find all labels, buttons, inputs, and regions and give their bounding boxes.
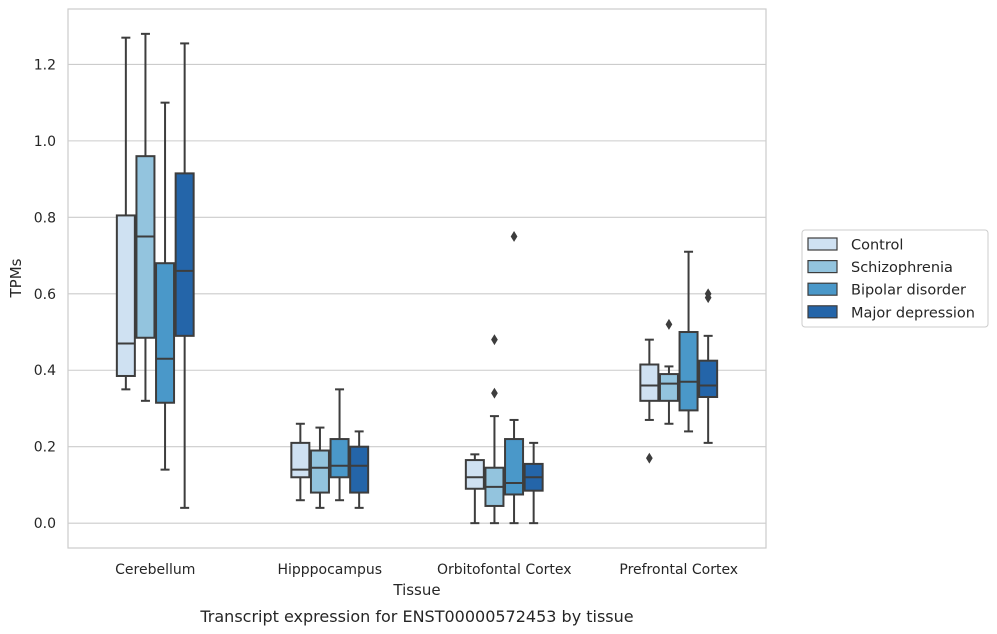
- x-axis: Cerebellum Hipppocampus Orbitofontal Corte…: [115, 562, 738, 578]
- box-schizophrenia-3: [658, 318, 679, 425]
- box-major-depression-1: [349, 430, 370, 509]
- x-tick-label: Hipppocampus: [277, 562, 382, 578]
- box-bipolar-disorder-3: [678, 250, 699, 433]
- x-tick-label: Cerebellum: [115, 562, 195, 578]
- box-control-2: [464, 453, 485, 525]
- y-axis: 0.0 0.2 0.4 0.6 0.8 1.0 1.2: [34, 57, 56, 532]
- box-schizophrenia-2: [484, 334, 505, 525]
- box-body: [329, 438, 350, 479]
- box-body: [698, 359, 719, 399]
- y-tick-label: 1.0: [34, 134, 56, 150]
- outlier-point: [510, 230, 518, 242]
- box-bipolar-disorder-1: [329, 388, 350, 502]
- box-body: [309, 449, 330, 494]
- box-plots: [115, 32, 719, 525]
- box-body: [658, 373, 679, 402]
- box-control-0: [115, 36, 136, 391]
- x-tick-label: Prefrontal Cortex: [619, 562, 738, 578]
- legend-swatch: [807, 305, 838, 319]
- y-tick-label: 1.2: [34, 57, 56, 73]
- legend-label: Schizophrenia: [851, 260, 953, 276]
- legend-label: Bipolar disorder: [851, 283, 966, 299]
- outlier-point: [704, 288, 712, 300]
- box-major-depression-0: [174, 42, 195, 509]
- legend-swatch: [807, 237, 838, 251]
- box-schizophrenia-0: [135, 32, 156, 402]
- figure-caption: Transcript expression for ENST0000057245…: [199, 607, 633, 626]
- box-major-depression-3: [698, 288, 719, 444]
- outlier-point: [491, 387, 498, 399]
- legend-items: Control Schizophrenia Bipolar disorder Majo…: [807, 237, 975, 321]
- box-body: [115, 214, 136, 377]
- outlier-point: [665, 318, 673, 330]
- x-tick-label: Orbitofontal Cortex: [437, 562, 572, 578]
- outlier-point: [645, 452, 653, 464]
- y-tick-label: 0.2: [34, 440, 56, 456]
- x-axis-label: Tissue: [392, 581, 440, 599]
- legend-swatch: [807, 282, 838, 296]
- box-control-1: [290, 422, 311, 502]
- box-body: [155, 262, 176, 404]
- legend-label: Control: [851, 238, 903, 254]
- y-tick-label: 0.4: [34, 363, 56, 379]
- box-body: [639, 363, 660, 402]
- box-bipolar-disorder-0: [155, 101, 176, 471]
- box-bipolar-disorder-2: [504, 230, 525, 525]
- legend: Control Schizophrenia Bipolar disorder Majo…: [801, 229, 989, 328]
- box-body: [174, 172, 195, 337]
- legend-label: Major depression: [851, 305, 975, 321]
- box-body: [349, 445, 370, 494]
- box-body: [464, 459, 485, 490]
- box-major-depression-2: [523, 441, 544, 525]
- legend-frame: [801, 229, 989, 328]
- y-tick-label: 0.8: [34, 210, 56, 226]
- outlier-point: [491, 334, 498, 346]
- box-schizophrenia-1: [309, 426, 330, 509]
- box-body: [504, 438, 525, 496]
- box-body: [290, 441, 311, 479]
- legend-swatch: [807, 260, 838, 274]
- y-tick-label: 0.0: [34, 516, 56, 532]
- box-body: [678, 331, 699, 412]
- box-body: [135, 155, 156, 339]
- y-tick-label: 0.6: [34, 287, 56, 303]
- box-control-3: [639, 338, 660, 464]
- y-axis-label: TPMs: [7, 258, 25, 298]
